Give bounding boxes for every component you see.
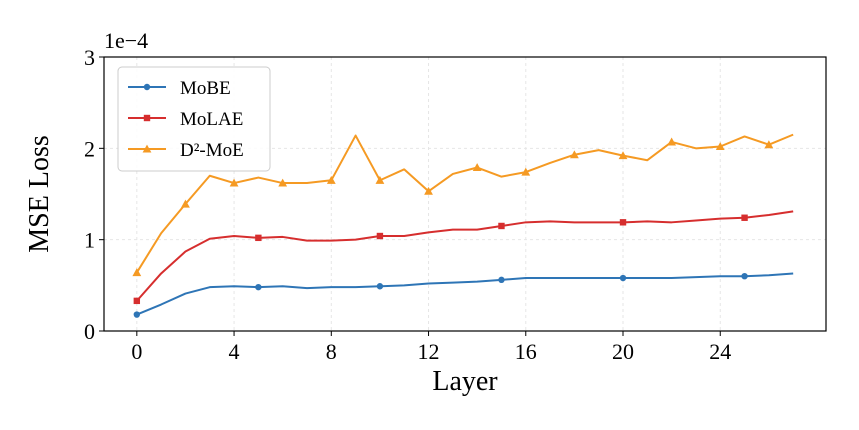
- series-0: [133, 272, 794, 318]
- legend-item: MoLAE: [128, 109, 243, 130]
- legend-label: MoBE: [180, 78, 231, 99]
- data-point: [255, 283, 262, 291]
- data-point: [764, 140, 774, 149]
- y-tick-label: 3: [84, 45, 95, 70]
- series-line: [136, 210, 794, 302]
- data-point: [569, 150, 579, 159]
- x-tick-label: 12: [418, 339, 440, 364]
- data-point: [618, 151, 628, 160]
- legend-marker: [142, 144, 152, 153]
- series-line: [136, 272, 794, 316]
- data-point: [326, 175, 336, 184]
- x-tick-label: 4: [229, 339, 240, 364]
- data-point: [619, 274, 627, 282]
- legend-marker: [143, 114, 151, 122]
- data-point: [741, 214, 748, 221]
- series-1: [133, 210, 794, 305]
- y-tick-label: 0: [84, 319, 95, 344]
- data-point: [667, 137, 677, 146]
- x-axis-label: Layer: [432, 366, 498, 397]
- data-point: [132, 268, 142, 277]
- y-axis-label: MSE Loss: [24, 135, 55, 252]
- data-point: [376, 283, 384, 290]
- data-point: [619, 219, 627, 226]
- data-point: [133, 311, 141, 318]
- legend-label: D²-MoE: [180, 140, 244, 161]
- x-tick-label: 24: [709, 339, 731, 364]
- x-tick-label: 8: [326, 339, 337, 364]
- x-tick-label: 0: [131, 339, 142, 364]
- series-line: [135, 133, 794, 274]
- y-tick-label: 1: [84, 228, 95, 253]
- data-point: [498, 222, 505, 230]
- data-point: [278, 178, 288, 187]
- data-point: [229, 178, 239, 187]
- plot-frame: [103, 56, 827, 332]
- y-tick-label: 2: [84, 136, 95, 161]
- legend-frame: [117, 66, 271, 172]
- x-tick-label: 16: [515, 339, 537, 364]
- data-point: [376, 232, 384, 240]
- data-point: [255, 234, 262, 242]
- y-scale-label: 1e−4: [104, 28, 148, 53]
- legend: MoBE MoLAE D²-MoE: [117, 66, 271, 172]
- legend-marker: [143, 83, 151, 91]
- data-point: [472, 163, 482, 172]
- data-point: [181, 199, 190, 208]
- data-point: [521, 167, 531, 176]
- legend-label: MoLAE: [180, 109, 243, 130]
- legend-item: MoBE: [128, 78, 231, 99]
- data-point: [424, 186, 433, 195]
- data-point: [375, 175, 385, 184]
- series-2: [132, 133, 794, 277]
- data-point: [715, 142, 725, 151]
- legend-item: D²-MoE: [128, 140, 244, 161]
- data-point: [133, 297, 141, 305]
- series-layer: [132, 133, 794, 318]
- x-tick-label: 20: [612, 339, 634, 364]
- data-point: [498, 276, 505, 284]
- data-point: [741, 273, 748, 280]
